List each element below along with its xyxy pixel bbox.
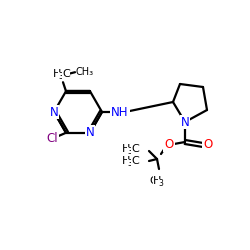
Text: N: N	[180, 116, 190, 128]
Text: C: C	[131, 156, 139, 166]
Text: 3: 3	[58, 72, 63, 81]
Text: 3: 3	[127, 146, 132, 156]
Text: NH: NH	[111, 106, 129, 118]
Text: H: H	[53, 69, 62, 79]
Text: CH₃: CH₃	[76, 67, 94, 77]
Text: N: N	[86, 126, 94, 139]
Text: 3: 3	[158, 178, 163, 188]
Text: 3: 3	[127, 158, 132, 168]
Text: O: O	[164, 138, 173, 151]
Text: C: C	[62, 69, 70, 79]
Text: N: N	[50, 106, 58, 118]
Text: Cl: Cl	[46, 132, 58, 145]
Text: C: C	[149, 176, 157, 186]
Text: H: H	[122, 156, 130, 166]
Text: C: C	[131, 144, 139, 154]
Text: H: H	[153, 176, 162, 186]
Text: O: O	[204, 138, 212, 151]
Text: H: H	[122, 144, 130, 154]
